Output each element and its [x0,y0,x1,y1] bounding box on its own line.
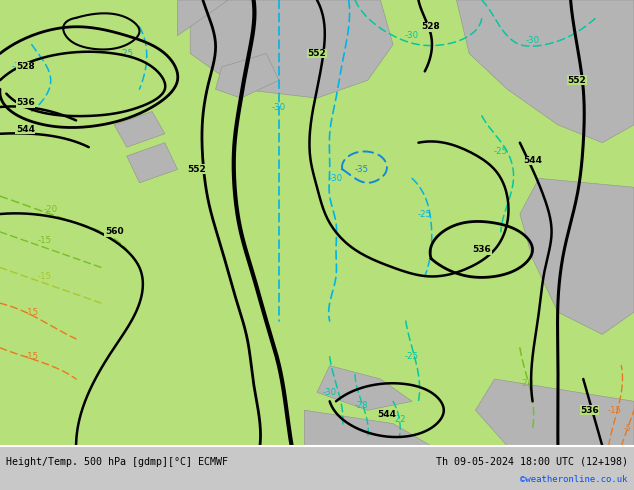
Text: -15: -15 [37,272,51,281]
Text: 536: 536 [580,406,599,415]
Polygon shape [127,143,178,183]
Text: 544: 544 [377,410,396,419]
Text: -30: -30 [526,36,540,45]
Text: -25: -25 [418,210,432,219]
Polygon shape [178,0,228,36]
Text: 536: 536 [16,98,35,107]
Text: -25: -25 [405,352,419,361]
Text: -25: -25 [120,49,134,58]
Text: -30: -30 [329,174,343,183]
Text: -35: -35 [354,165,368,174]
Text: -20: -20 [44,205,58,214]
Text: -28: -28 [354,401,368,410]
Polygon shape [216,53,279,98]
Text: -30: -30 [323,388,337,397]
Polygon shape [114,112,165,147]
Polygon shape [456,0,634,143]
Text: -30: -30 [405,31,419,40]
Text: Height/Temp. 500 hPa [gdmp][°C] ECMWF: Height/Temp. 500 hPa [gdmp][°C] ECMWF [6,457,228,467]
Text: 528: 528 [16,62,35,72]
Text: -22: -22 [392,415,406,424]
Text: -15: -15 [37,236,51,245]
Text: 552: 552 [187,165,206,174]
Text: 536: 536 [472,245,491,254]
Text: 552: 552 [567,76,586,85]
Polygon shape [190,0,393,98]
Text: 560: 560 [105,227,124,236]
Text: -5: -5 [624,423,631,433]
Text: -15: -15 [608,406,622,415]
Text: 552: 552 [307,49,327,58]
Polygon shape [0,0,634,446]
Text: -25: -25 [494,147,508,156]
Polygon shape [304,410,431,446]
Polygon shape [476,379,634,446]
Text: ©weatheronline.co.uk: ©weatheronline.co.uk [521,475,628,485]
Text: 544: 544 [523,156,542,165]
Text: -30: -30 [272,102,286,112]
Polygon shape [317,366,412,410]
Text: -15: -15 [25,308,39,317]
Text: 544: 544 [16,125,35,134]
Text: -30: -30 [12,62,26,72]
Text: -20: -20 [519,379,533,388]
Text: -15: -15 [25,352,39,361]
Polygon shape [520,178,634,334]
Text: Th 09-05-2024 18:00 UTC (12+198): Th 09-05-2024 18:00 UTC (12+198) [436,457,628,467]
Text: 528: 528 [422,22,441,31]
